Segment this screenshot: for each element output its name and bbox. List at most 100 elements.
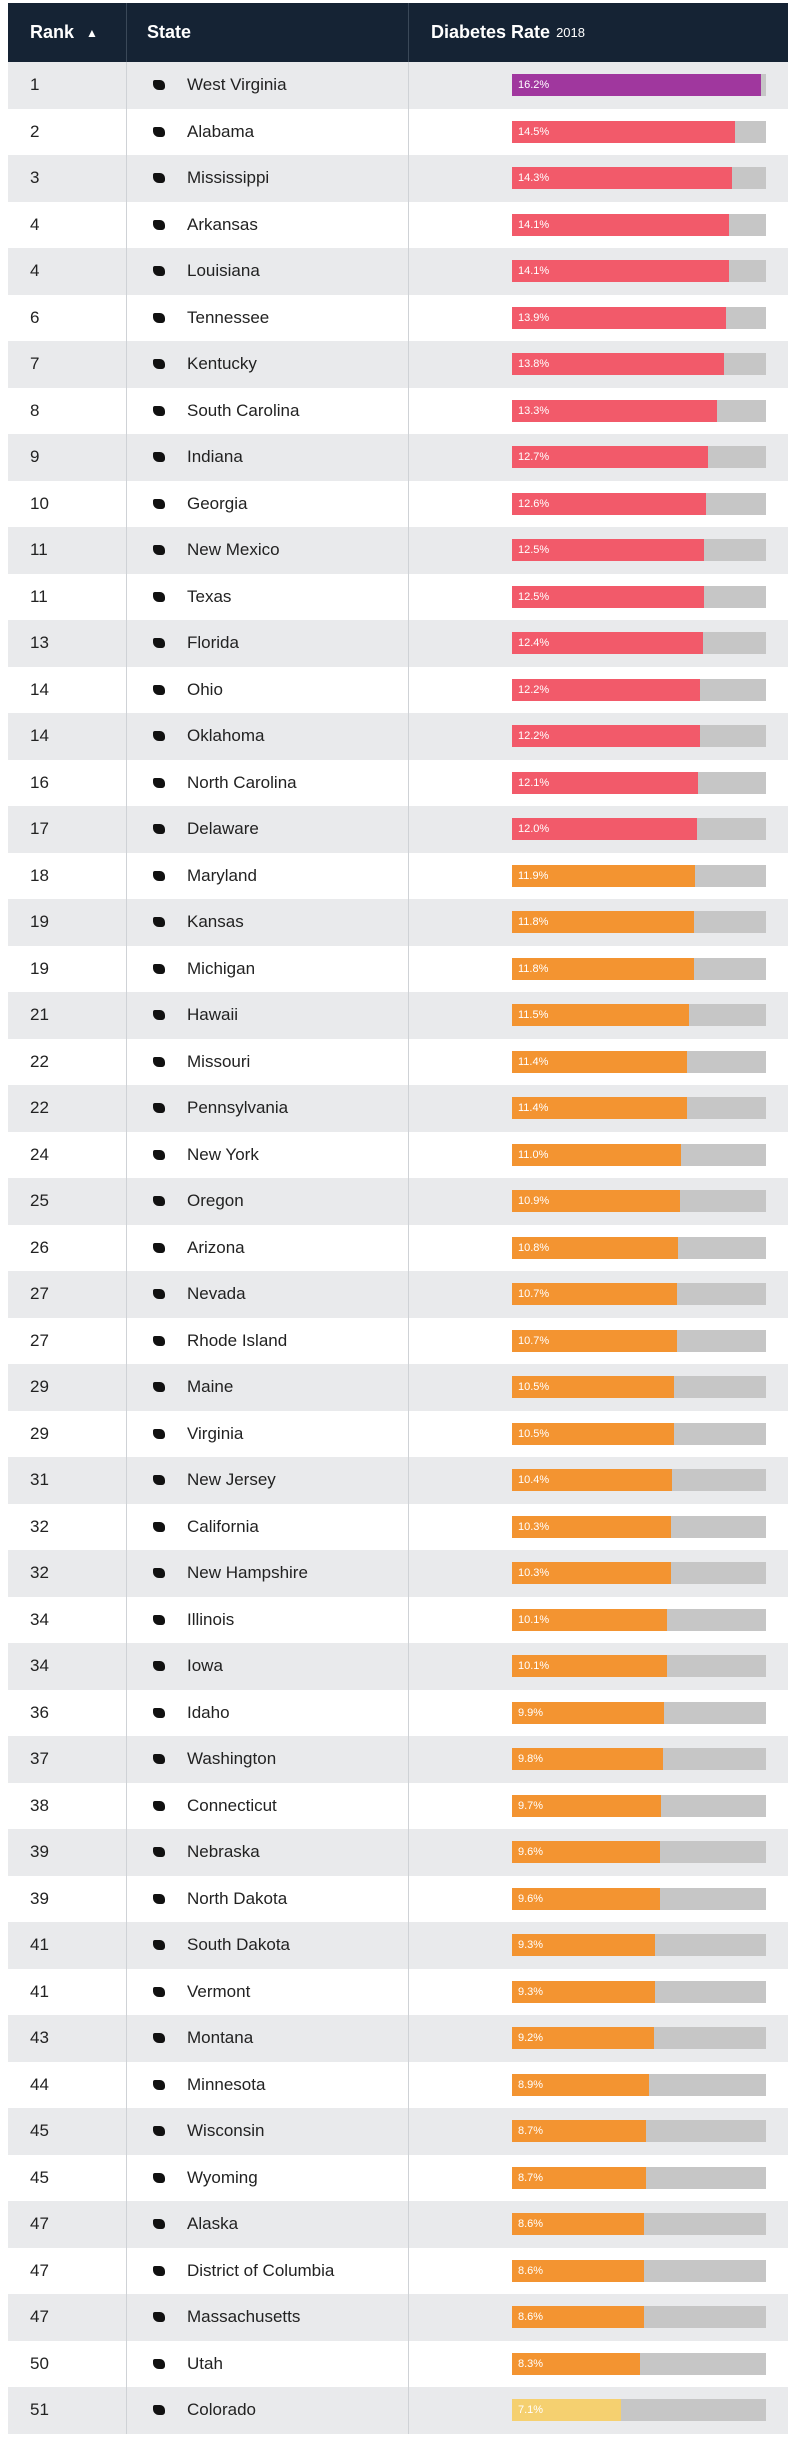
state-shape-icon bbox=[153, 312, 165, 323]
state-shape-icon bbox=[153, 2358, 165, 2369]
state-name: Oregon bbox=[187, 1191, 244, 1211]
rate-bar-label: 7.1% bbox=[518, 2404, 544, 2417]
rate-bar-track: 9.3% bbox=[512, 1980, 766, 2003]
state-shape-icon bbox=[153, 126, 165, 137]
rate-bar-label: 9.3% bbox=[518, 1985, 544, 1998]
rank-cell: 4 bbox=[30, 261, 40, 281]
rate-cell: 11.8% bbox=[408, 945, 788, 992]
state-cell: Washington bbox=[126, 1736, 408, 1783]
rate-bar-label: 13.8% bbox=[518, 358, 550, 371]
rank-cell: 14 bbox=[30, 679, 49, 699]
table-row: 22 Pennsylvania 11.4% bbox=[8, 1085, 788, 1132]
table-row: 29 Virginia 10.5% bbox=[8, 1410, 788, 1457]
state-shape-icon bbox=[153, 1382, 165, 1393]
state-name: Oklahoma bbox=[187, 726, 265, 746]
rank-cell: 19 bbox=[30, 958, 49, 978]
rate-bar-label: 12.6% bbox=[518, 497, 550, 510]
state-shape-icon bbox=[153, 2172, 165, 2183]
rate-bar-track: 14.5% bbox=[512, 120, 766, 143]
rate-bar-track: 10.9% bbox=[512, 1190, 766, 1213]
state-shape-icon bbox=[153, 777, 165, 788]
rate-bar-label: 12.4% bbox=[518, 637, 550, 650]
sort-ascending-icon[interactable]: ▲ bbox=[86, 25, 98, 40]
rate-bar-label: 8.3% bbox=[518, 2357, 544, 2370]
rank-column-header[interactable]: Rank ▲ bbox=[8, 3, 126, 62]
state-shape-icon bbox=[153, 359, 165, 370]
state-name: Maine bbox=[187, 1377, 234, 1397]
table-row: 9 Indiana 12.7% bbox=[8, 434, 788, 481]
rate-bar-label: 10.9% bbox=[518, 1195, 550, 1208]
rate-bar-track: 8.9% bbox=[512, 2073, 766, 2096]
rate-bar bbox=[512, 1422, 674, 1445]
rate-bar bbox=[512, 1050, 688, 1073]
rate-cell: 12.4% bbox=[408, 620, 788, 667]
rate-bar-label: 10.7% bbox=[518, 1288, 550, 1301]
state-shape-icon bbox=[153, 684, 165, 695]
rate-cell: 10.5% bbox=[408, 1410, 788, 1457]
rate-bar-label: 13.3% bbox=[518, 404, 550, 417]
rate-bar-label: 12.5% bbox=[518, 590, 550, 603]
rate-bar-track: 7.1% bbox=[512, 2399, 766, 2422]
rank-cell: 18 bbox=[30, 865, 49, 885]
state-shape-icon bbox=[153, 824, 165, 835]
rate-bar-track: 13.8% bbox=[512, 353, 766, 376]
table-row: 10 Georgia 12.6% bbox=[8, 480, 788, 527]
rate-bar-label: 12.7% bbox=[518, 451, 550, 464]
rate-bar-track: 10.3% bbox=[512, 1562, 766, 1585]
state-shape-icon bbox=[153, 452, 165, 463]
state-shape-icon bbox=[153, 2126, 165, 2137]
state-cell: Nebraska bbox=[126, 1829, 408, 1876]
rank-cell: 16 bbox=[30, 772, 49, 792]
rate-bar-label: 14.3% bbox=[518, 172, 550, 185]
rate-cell: 12.2% bbox=[408, 666, 788, 713]
rate-bar-track: 12.2% bbox=[512, 725, 766, 748]
state-shape-icon bbox=[153, 1986, 165, 1997]
rate-bar bbox=[512, 2259, 645, 2282]
state-name: Illinois bbox=[187, 1609, 235, 1629]
state-shape-icon bbox=[153, 1847, 165, 1858]
rate-bar-track: 9.3% bbox=[512, 1934, 766, 1957]
rate-bar-track: 9.8% bbox=[512, 1748, 766, 1771]
rate-cell: 12.5% bbox=[408, 527, 788, 574]
rate-bar-label: 12.0% bbox=[518, 823, 550, 836]
rate-bar bbox=[512, 864, 696, 887]
rate-bar-track: 14.1% bbox=[512, 213, 766, 236]
state-name: Iowa bbox=[187, 1656, 223, 1676]
rank-cell: 43 bbox=[30, 2028, 49, 2048]
rate-bar bbox=[512, 399, 717, 422]
state-shape-icon bbox=[153, 1149, 165, 1160]
rank-cell: 27 bbox=[30, 1284, 49, 1304]
rate-bar-track: 9.2% bbox=[512, 2027, 766, 2050]
state-shape-icon bbox=[153, 219, 165, 230]
rate-bar-label: 12.2% bbox=[518, 683, 550, 696]
table-row: 4 Arkansas 14.1% bbox=[8, 201, 788, 248]
state-cell: Texas bbox=[126, 573, 408, 620]
rate-bar-label: 12.1% bbox=[518, 776, 550, 789]
rank-cell: 34 bbox=[30, 1609, 49, 1629]
state-cell: Tennessee bbox=[126, 294, 408, 341]
rate-bar-track: 8.7% bbox=[512, 2120, 766, 2143]
rate-bar-track: 12.4% bbox=[512, 632, 766, 655]
rate-bar-track: 11.8% bbox=[512, 957, 766, 980]
state-cell: Alabama bbox=[126, 108, 408, 155]
table-row: 11 Texas 12.5% bbox=[8, 573, 788, 620]
state-cell: New Mexico bbox=[126, 527, 408, 574]
rate-column-header[interactable]: Diabetes Rate 2018 bbox=[408, 3, 788, 62]
rate-bar bbox=[512, 1655, 668, 1678]
state-cell: Rhode Island bbox=[126, 1317, 408, 1364]
rate-bar-label: 10.4% bbox=[518, 1474, 550, 1487]
state-cell: North Carolina bbox=[126, 759, 408, 806]
rank-cell: 41 bbox=[30, 1981, 49, 2001]
rate-bar bbox=[512, 120, 736, 143]
table-row: 13 Florida 12.4% bbox=[8, 620, 788, 667]
state-shape-icon bbox=[153, 1335, 165, 1346]
state-name: Vermont bbox=[187, 1981, 251, 2001]
rate-bar-label: 10.5% bbox=[518, 1381, 550, 1394]
rate-cell: 14.1% bbox=[408, 248, 788, 295]
state-name: Kansas bbox=[187, 912, 244, 932]
rate-bar bbox=[512, 2073, 649, 2096]
state-cell: Idaho bbox=[126, 1689, 408, 1736]
rank-cell: 26 bbox=[30, 1237, 49, 1257]
state-cell: Kentucky bbox=[126, 341, 408, 388]
state-column-header[interactable]: State bbox=[126, 3, 408, 62]
